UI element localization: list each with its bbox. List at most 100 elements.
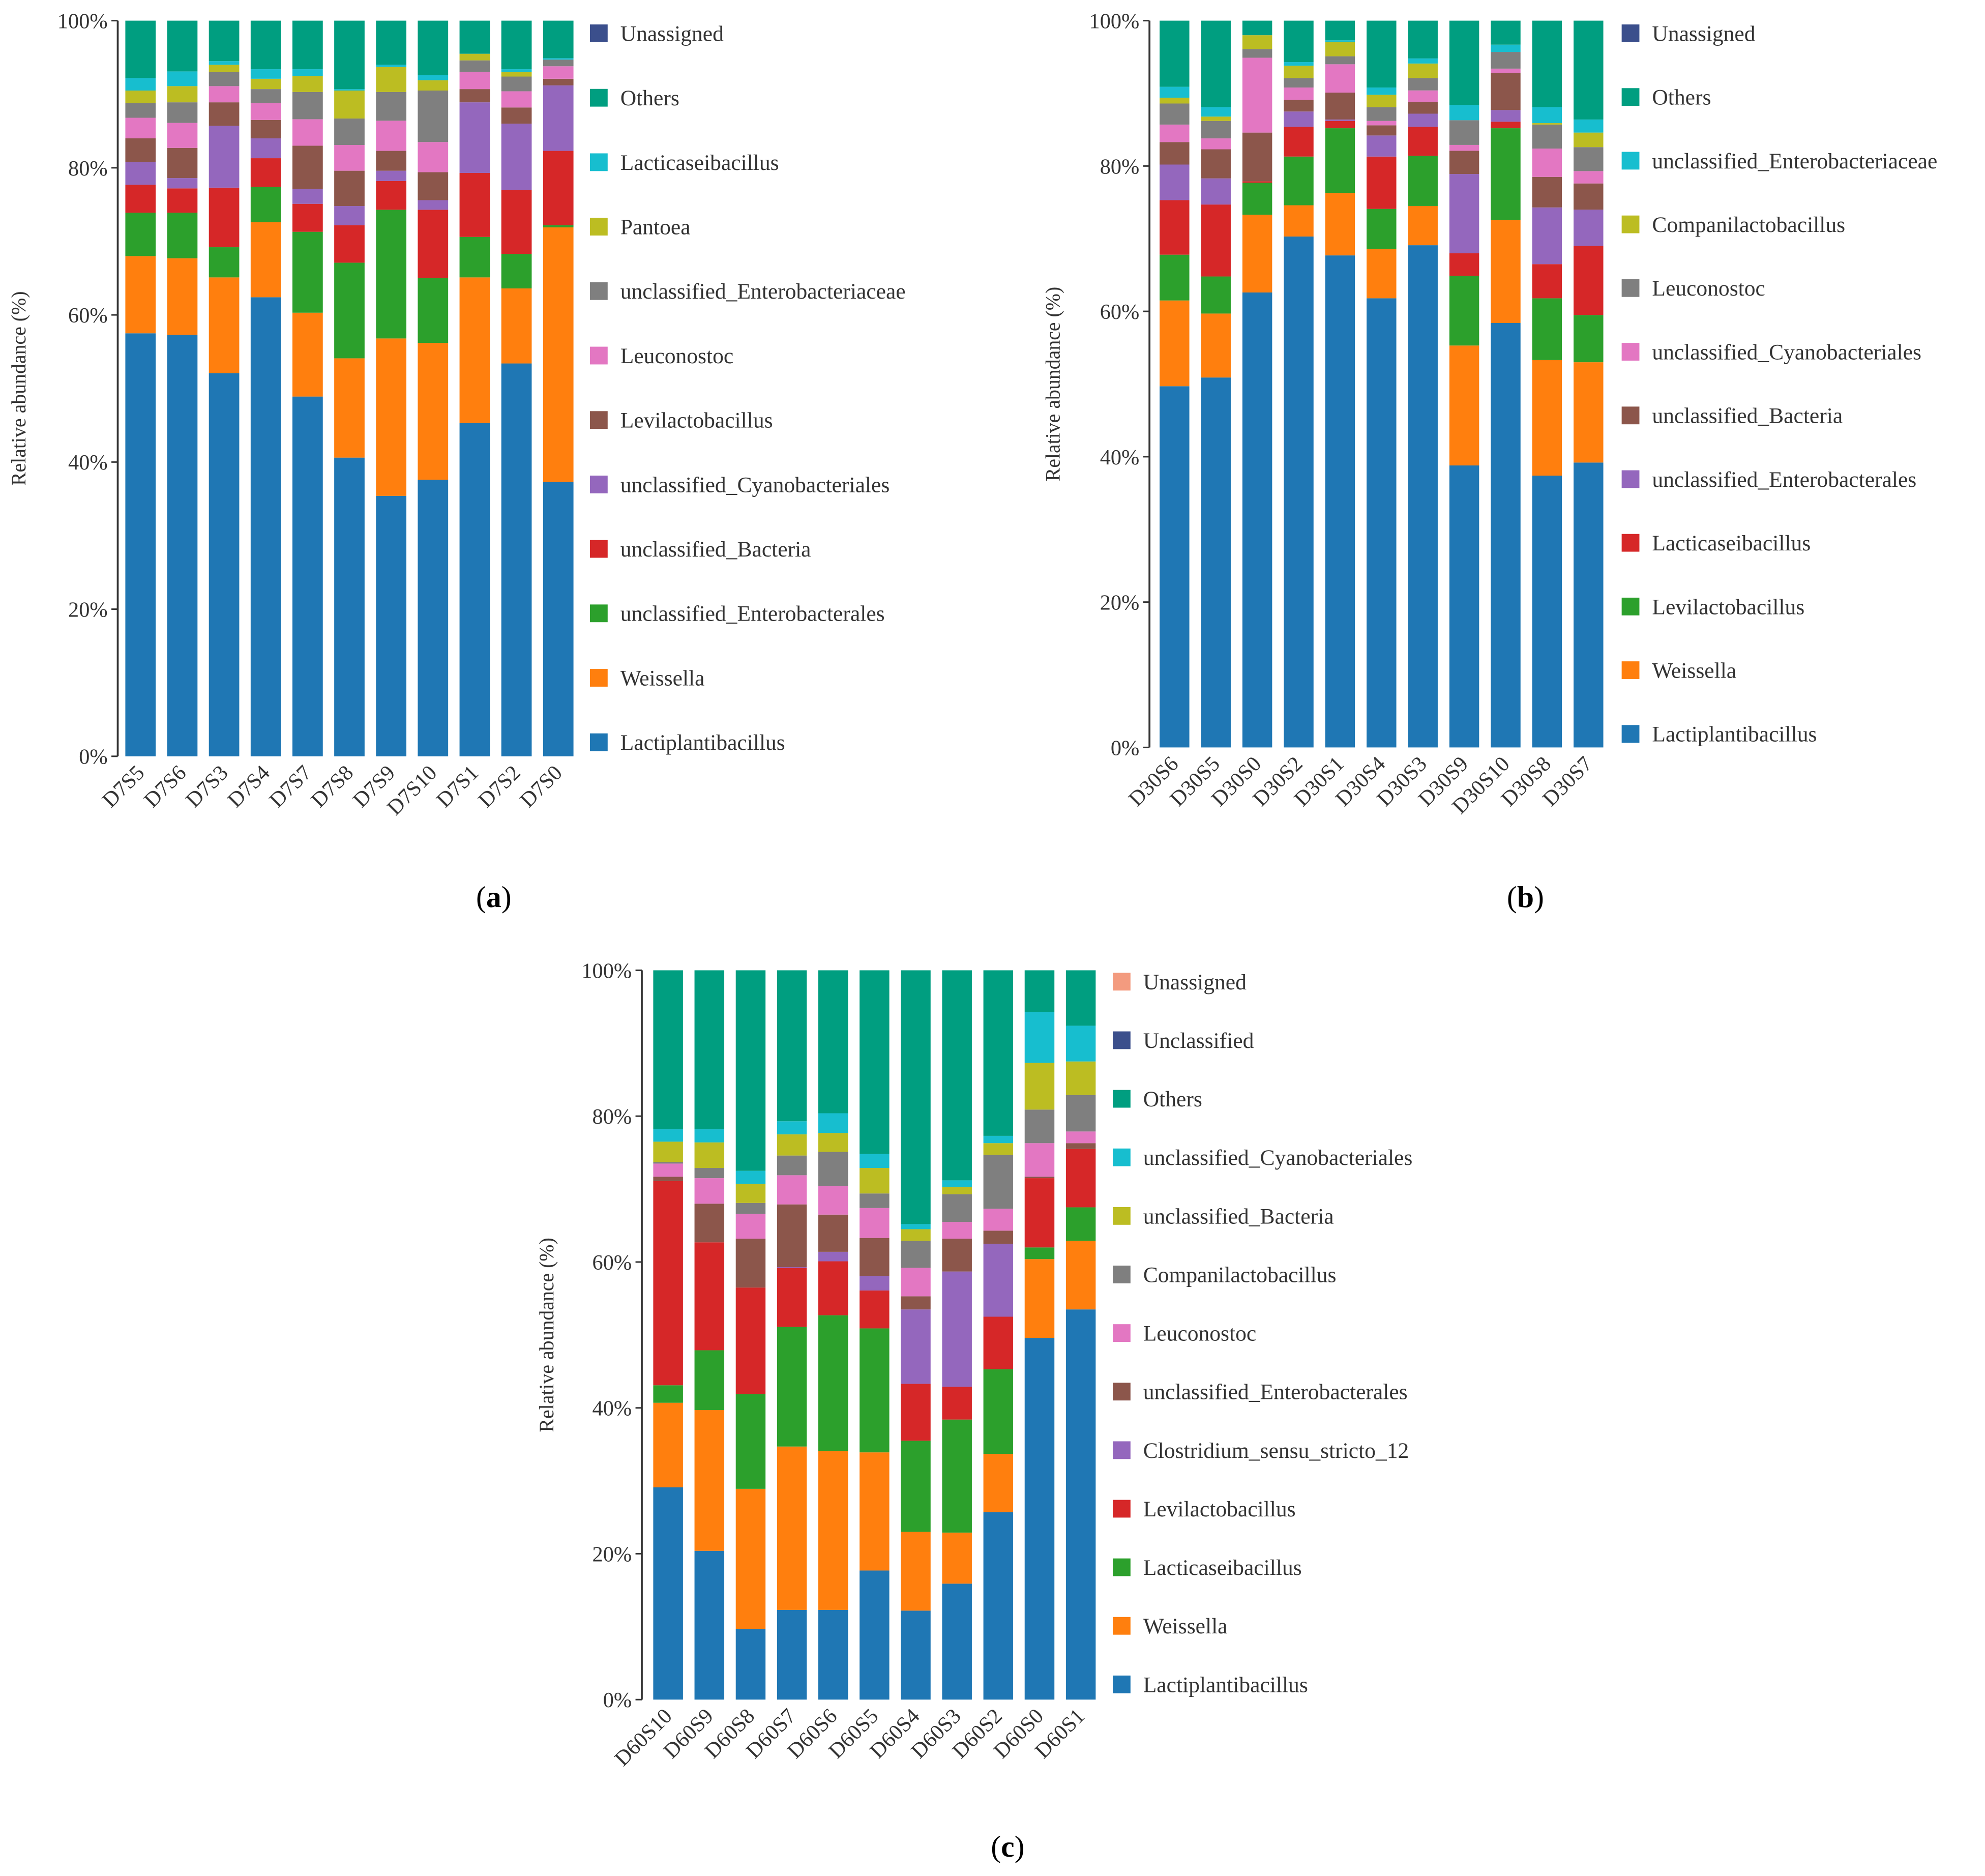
bar-segment-Levilactobacillus: [418, 172, 449, 200]
bar-segment-Companilactobacillus: [694, 1168, 725, 1179]
legend-item: unclassified_Enterobacterales: [1621, 467, 1916, 492]
bar-segment-unclassified_Enterobacteriaceae: [334, 118, 365, 145]
bar-segment-unclassified_Cyanobacteriales: [983, 1135, 1014, 1144]
bar-segment-unclassified_Enterobacterales: [1201, 178, 1231, 205]
legend-swatch: [1112, 1675, 1131, 1693]
bar-segment-unclassified_Enterobacteriaceae: [1160, 86, 1190, 98]
bar-segment-unclassified_Cyanobacteriales: [1574, 171, 1604, 184]
bar-segment-Weissella: [167, 258, 198, 335]
legend-swatch: [589, 411, 608, 429]
bar-segment-Leuconostoc: [1284, 78, 1314, 88]
bar-segment-Lacticaseibacillus: [209, 61, 240, 65]
bar-segment-unclassified_Enterobacterales: [250, 187, 281, 222]
legend-item: unclassified_Bacteria: [589, 537, 811, 562]
bar-segment-unclassified_Cyanobacteriales: [1532, 149, 1562, 177]
bar-segment-Lacticaseibacillus: [1449, 253, 1479, 276]
legend-label: unclassified_Enterobacterales: [620, 602, 885, 626]
bar-segment-unclassified_Enterobacteriaceae: [1201, 107, 1231, 117]
bar-segment-Pantoea: [501, 72, 532, 77]
caption-letter: c: [1001, 1830, 1015, 1863]
bar-segment-Lacticaseibacillus: [543, 58, 574, 60]
legend-label: Weissella: [1143, 1614, 1228, 1638]
legend-item: Leuconostoc: [589, 344, 733, 368]
bar-segment-Levilactobacillus: [167, 148, 198, 179]
y-tick-label: 80%: [68, 157, 108, 181]
bar-segment-unclassified_Cyanobacteriales: [942, 1180, 972, 1187]
bar-D60S7: [777, 970, 807, 1700]
bar-segment-unclassified_Bacteria: [1160, 142, 1190, 165]
x-tick-label: D7S4: [223, 760, 274, 812]
bar-segment-unclassified_Enterobacterales: [818, 1214, 848, 1252]
bar-segment-unclassified_Bacteria: [818, 1133, 848, 1152]
bar-D7S3: [209, 20, 240, 756]
subfigure-caption: (b): [1507, 880, 1544, 914]
bar-segment-Lacticaseibacillus: [1201, 204, 1231, 277]
bar-segment-unclassified_Enterobacterales: [942, 1239, 972, 1272]
bar-segment-Lacticaseibacillus: [1574, 246, 1604, 315]
bar-segment-unclassified_Enterobacterales: [1160, 164, 1190, 200]
bar-segment-Levilactobacillus: [735, 1287, 766, 1394]
bar-segment-unclassified_Enterobacteriaceae: [1284, 62, 1314, 66]
bar-segment-unclassified_Enterobacterales: [694, 1204, 725, 1243]
bar-segment-Lactiplantibacillus: [1367, 298, 1397, 748]
bar-segment-Leuconostoc: [376, 121, 407, 151]
bar-segment-unclassified_Enterobacterales: [459, 237, 490, 278]
legend-label: Levilactobacillus: [1652, 595, 1804, 619]
bar-segment-Leuconostoc: [459, 72, 490, 90]
legend-swatch: [1112, 1031, 1131, 1049]
bar-segment-unclassified_Enterobacterales: [1574, 210, 1604, 246]
caption-paren: ): [501, 880, 512, 914]
bar-segment-Weissella: [777, 1446, 807, 1610]
bar-segment-unclassified_Cyanobacteriales: [1201, 138, 1231, 150]
bar-segment-Others: [1160, 20, 1190, 87]
y-tick-label: 20%: [592, 1542, 632, 1566]
bar-segment-unclassified_Enterobacterales: [860, 1238, 890, 1276]
caption-letter: b: [1517, 880, 1534, 914]
bar-segment-Leuconostoc: [1024, 1143, 1055, 1177]
bar-segment-Weissella: [334, 358, 365, 458]
x-tick-label: D7S1: [432, 760, 483, 812]
bar-segment-Levilactobacillus: [1574, 315, 1604, 363]
bar-segment-Pantoea: [292, 76, 323, 92]
bar-D7S10: [418, 20, 449, 756]
bar-segment-Leuconostoc: [501, 91, 532, 108]
legend-item: unclassified_Cyanobacteriales: [1112, 1146, 1412, 1170]
bar-segment-Levilactobacillus: [818, 1261, 848, 1315]
legend-label: Unassigned: [1143, 970, 1247, 994]
bar-segment-unclassified_Enterobacterales: [209, 247, 240, 278]
bar-segment-unclassified_Bacteria: [418, 210, 449, 278]
bar-segment-unclassified_Enterobacteriaceae: [292, 92, 323, 120]
legend-swatch: [1112, 973, 1131, 991]
bar-D7S7: [292, 20, 323, 756]
y-tick-label: 0%: [1111, 736, 1139, 760]
bar-segment-Lactiplantibacillus: [694, 1550, 725, 1700]
x-tick-label: D7S2: [473, 760, 525, 812]
legend-label: Weissella: [620, 666, 705, 690]
x-tick-label: D7S7: [265, 760, 316, 812]
bar-segment-unclassified_Enterobacterales: [418, 278, 449, 343]
legend-label: unclassified_Enterobacteriaceae: [620, 279, 906, 304]
bar-segment-unclassified_Cyanobacteriales: [1491, 68, 1521, 73]
bar-segment-unclassified_Enterobacteriaceae: [209, 72, 240, 86]
legend-swatch: [1112, 1207, 1131, 1225]
y-tick-label: 0%: [79, 745, 107, 769]
legend-swatch: [589, 475, 608, 493]
bar-segment-unclassified_Bacteria: [983, 1143, 1014, 1155]
bar-segment-Levilactobacillus: [376, 151, 407, 171]
legend-label: Unclassified: [1143, 1029, 1254, 1053]
legend-item: Clostridium_sensu_stricto_12: [1112, 1439, 1409, 1463]
legend-item: Pantoea: [589, 215, 691, 240]
legend-item: Companilactobacillus: [1621, 213, 1845, 237]
bar-segment-Lactiplantibacillus: [1532, 476, 1562, 748]
bar-segment-Clostridium_sensu_stricto_12: [901, 1309, 931, 1384]
bar-segment-unclassified_Cyanobacteriales: [818, 1113, 848, 1133]
bar-D7S9: [376, 20, 407, 756]
legend-label: Leuconostoc: [1143, 1322, 1257, 1346]
bar-segment-Levilactobacillus: [777, 1268, 807, 1327]
bar-segment-unclassified_Cyanobacteriales: [125, 162, 156, 185]
legend-swatch: [1112, 1090, 1131, 1108]
bar-segment-unclassified_Bacteria: [125, 185, 156, 213]
legend-label: Lacticaseibacillus: [620, 151, 779, 175]
bar-segment-Levilactobacillus: [1449, 276, 1479, 346]
legend-label: unclassified_Cyanobacteriales: [620, 473, 890, 497]
